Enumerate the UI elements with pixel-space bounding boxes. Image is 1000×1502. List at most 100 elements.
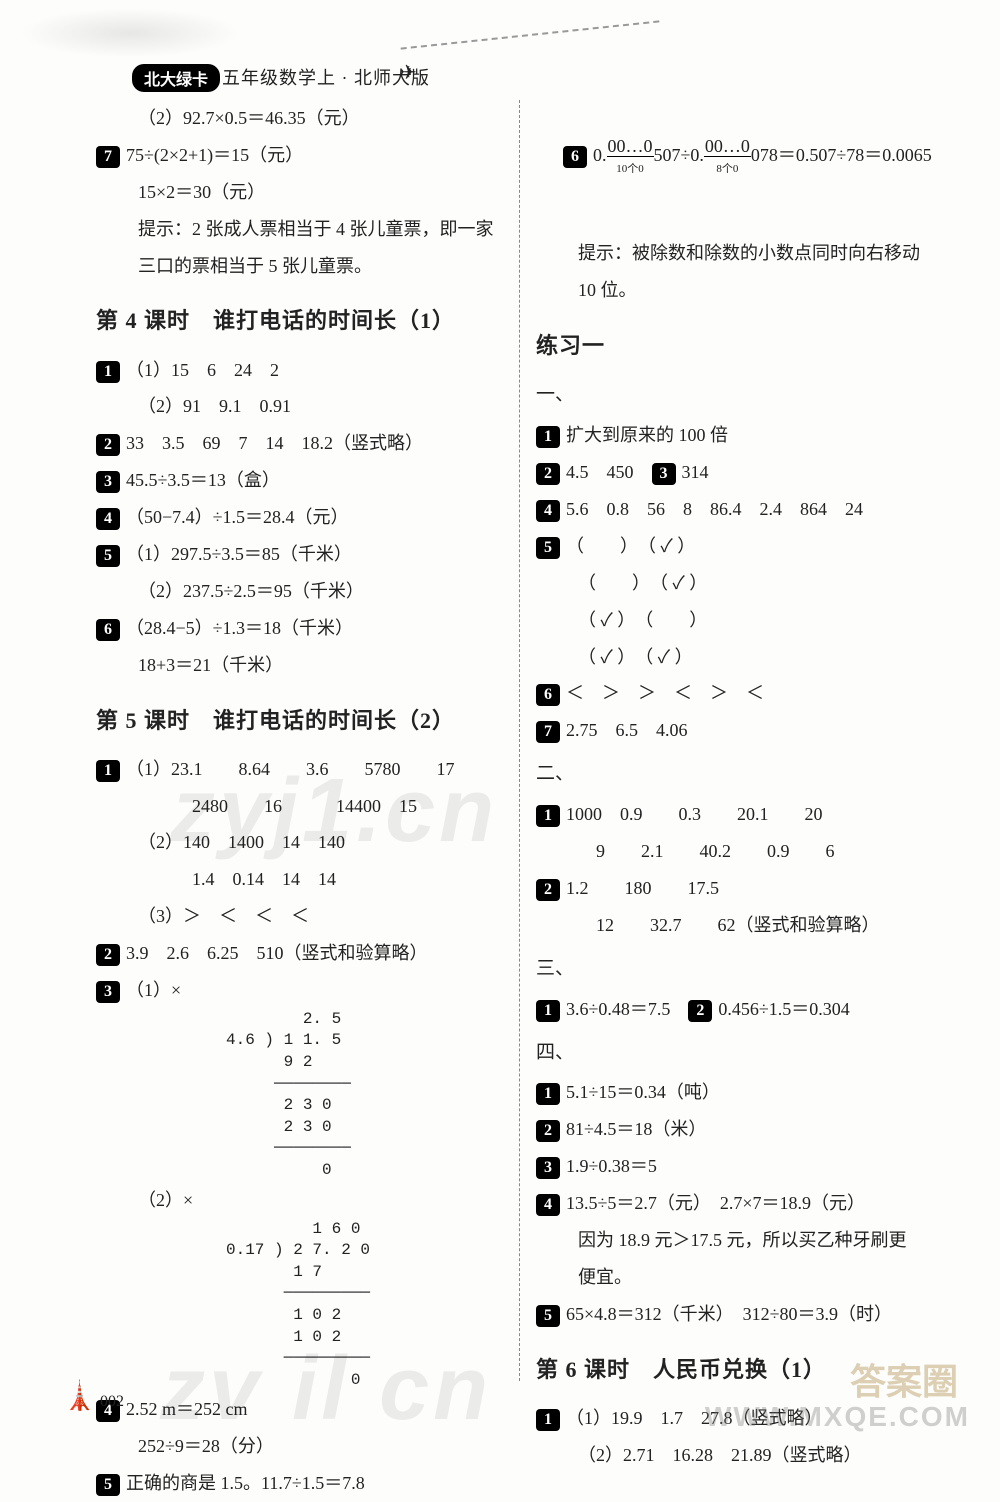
- underbrace-label: 8个0: [716, 163, 738, 175]
- long-division-work: 2. 5 4.6 ) 1 1. 5 9 2 ──────── 2 3 0 2 3…: [226, 1009, 503, 1182]
- answer-line: 1 1000 0.9 0.3 20.1 20: [536, 796, 944, 833]
- decorative-cloud: [20, 8, 240, 58]
- question-number-badge: 3: [96, 471, 120, 493]
- answer-line: 15×2＝30（元）: [96, 174, 503, 211]
- answer-text: 5.1÷15＝0.34（吨）: [566, 1082, 720, 1102]
- answer-line: 9 2.1 40.2 0.9 6: [536, 833, 944, 870]
- answer-line: 1 （1）23.1 8.64 3.6 5780 17: [96, 751, 503, 788]
- answer-line: 252÷9＝28（分）: [96, 1428, 503, 1465]
- expr-part: 0.: [593, 145, 607, 165]
- answer-line: 1扩大到原来的 100 倍: [536, 417, 944, 454]
- answer-line: 5（1）297.5÷3.5＝85（千米）: [96, 536, 503, 573]
- answer-line: 4 5.6 0.8 56 8 86.4 2.4 864 24: [536, 491, 944, 528]
- hint-text: 提示：被除数和除数的小数点同时向右移动: [536, 235, 944, 272]
- left-column: （2）92.7×0.5＝46.35（元） 775÷(2×2+1)＝15（元） 1…: [80, 100, 520, 1381]
- answer-text: 1.2 180 17.5: [566, 878, 719, 898]
- question-number-badge: 2: [688, 1000, 712, 1022]
- question-number-badge: 1: [536, 805, 560, 827]
- answer-text: （1）15 6 24 2: [126, 360, 279, 380]
- question-number-badge: 2: [536, 463, 560, 485]
- answer-line: 因为 18.9 元＞17.5 元，所以买乙种牙刷更: [536, 1222, 944, 1259]
- question-number-badge: 4: [96, 508, 120, 530]
- question-number-badge: 1: [536, 1409, 560, 1431]
- answer-line: 775÷(2×2+1)＝15（元）: [96, 137, 503, 174]
- answer-line: 2 81÷4.5＝18（米）: [536, 1111, 944, 1148]
- answer-text: 1000 0.9 0.3 20.1 20: [566, 804, 823, 824]
- answer-line: （2）91 9.1 0.91: [96, 388, 503, 425]
- answer-text: 2.52 m＝252 cm: [126, 1399, 248, 1419]
- answer-line: 6 （28.4−5）÷1.3＝18（千米）: [96, 610, 503, 647]
- answer-line: 5 （ ） （ ✓ ）: [536, 528, 944, 565]
- book-subtitle: 五年级数学上 · 北师大版: [222, 64, 430, 90]
- answer-text: 5.6 0.8 56 8 86.4 2.4 864 24: [566, 499, 863, 519]
- answer-line: （ ✓ ） （ ）: [536, 602, 944, 639]
- answer-line: 5正确的商是 1.5。11.7÷1.5＝7.8: [96, 1465, 503, 1502]
- answer-line: 2 1.2 180 17.5: [536, 870, 944, 907]
- answer-text: 81÷4.5＝18（米）: [566, 1119, 706, 1139]
- answer-line: 2 4.5 450 3 314: [536, 454, 944, 491]
- answer-text: 4.5 450: [566, 462, 634, 482]
- answer-text: 314: [682, 462, 709, 482]
- answer-line: 1 （1）15 6 24 2: [96, 352, 503, 389]
- answer-line: （ ） （ ✓ ）: [536, 565, 944, 602]
- answer-text: （50−7.4）÷1.5＝28.4（元）: [126, 507, 349, 527]
- question-number-badge: 5: [536, 1305, 560, 1327]
- lesson-title: 第 6 课时 人民币兑换（1）: [536, 1347, 944, 1392]
- question-number-badge: 2: [96, 434, 120, 456]
- answer-line: 3 45.5÷3.5＝13（盒）: [96, 462, 503, 499]
- question-number-badge: 1: [536, 1000, 560, 1022]
- hint-text: 三口的票相当于 5 张儿童票。: [96, 248, 503, 285]
- underbrace-text: 00…0: [607, 136, 654, 157]
- underbrace-label: 10个0: [616, 163, 644, 175]
- footer-icon: 🗼: [62, 1379, 97, 1413]
- series-badge: 北大绿卡: [132, 64, 220, 92]
- question-number-badge: 5: [536, 537, 560, 559]
- answer-line: （2）×: [96, 1182, 503, 1219]
- answer-text: （1）23.1 8.64 3.6 5780 17: [126, 759, 455, 779]
- answer-line: 42.52 m＝252 cm: [96, 1391, 503, 1428]
- question-number-badge: 3: [652, 463, 676, 485]
- question-number-badge: 2: [96, 944, 120, 966]
- section-label: 三、: [536, 950, 944, 989]
- question-number-badge: 3: [536, 1157, 560, 1179]
- question-number-badge: 6: [563, 146, 587, 168]
- answer-line: 18+3＝21（千米）: [96, 647, 503, 684]
- underbrace: 00…0 10个0: [607, 137, 654, 177]
- expr-part: 507÷0.: [654, 145, 704, 165]
- answer-text: （1）19.9 1.7 27.8（竖式略）: [566, 1408, 823, 1428]
- question-number-badge: 2: [536, 1120, 560, 1142]
- long-division-work: 1 6 0 0.17 ) 2 7. 2 0 1 7 ───────── 1 0 …: [226, 1219, 503, 1392]
- answer-line: 6 ＜ ＞ ＞ ＜ ＞ ＜: [536, 675, 944, 712]
- question-number-badge: 1: [536, 1083, 560, 1105]
- answer-text: 0.456÷1.5＝0.304: [718, 999, 849, 1019]
- question-number-badge: 6: [536, 684, 560, 706]
- question-number-badge: 4: [536, 500, 560, 522]
- answer-text: 45.5÷3.5＝13（盒）: [126, 470, 280, 490]
- answer-text: 扩大到原来的 100 倍: [566, 425, 728, 445]
- lesson-title: 第 4 课时 谁打电话的时间长（1）: [96, 298, 503, 343]
- answer-line: （2）92.7×0.5＝46.35（元）: [96, 100, 503, 137]
- question-number-badge: 6: [96, 619, 120, 641]
- question-number-badge: 2: [536, 879, 560, 901]
- question-number-badge: 1: [96, 760, 120, 782]
- answer-text: 75÷(2×2+1)＝15（元）: [126, 145, 303, 165]
- answer-text: 13.5÷5＝2.7（元） 2.7×7＝18.9（元）: [566, 1193, 865, 1213]
- question-number-badge: 4: [536, 1194, 560, 1216]
- answer-text: （ ） （ ✓ ）: [566, 536, 695, 556]
- paper-plane-icon: ✈: [400, 60, 417, 85]
- answer-text: 1.9÷0.38＝5: [566, 1156, 657, 1176]
- answer-line: 1 （1）19.9 1.7 27.8（竖式略）: [536, 1400, 944, 1437]
- answer-line: 1 5.1÷15＝0.34（吨）: [536, 1074, 944, 1111]
- answer-text: （28.4−5）÷1.3＝18（千米）: [126, 618, 353, 638]
- answer-line: 1.4 0.14 14 14: [96, 861, 503, 898]
- answer-text: ＜ ＞ ＞ ＜ ＞ ＜: [566, 683, 764, 703]
- question-number-badge: 1: [96, 361, 120, 383]
- decorative-dash: [401, 20, 660, 49]
- section-label: 四、: [536, 1034, 944, 1073]
- answer-line: 12 32.7 62（竖式和验算略）: [536, 907, 944, 944]
- question-number-badge: 5: [96, 1474, 120, 1496]
- answer-line: 便宜。: [536, 1259, 944, 1296]
- answer-line: 4 （50−7.4）÷1.5＝28.4（元）: [96, 499, 503, 536]
- underbrace-text: 00…0: [704, 136, 751, 157]
- answer-line: （2）140 1400 14 140: [96, 824, 503, 861]
